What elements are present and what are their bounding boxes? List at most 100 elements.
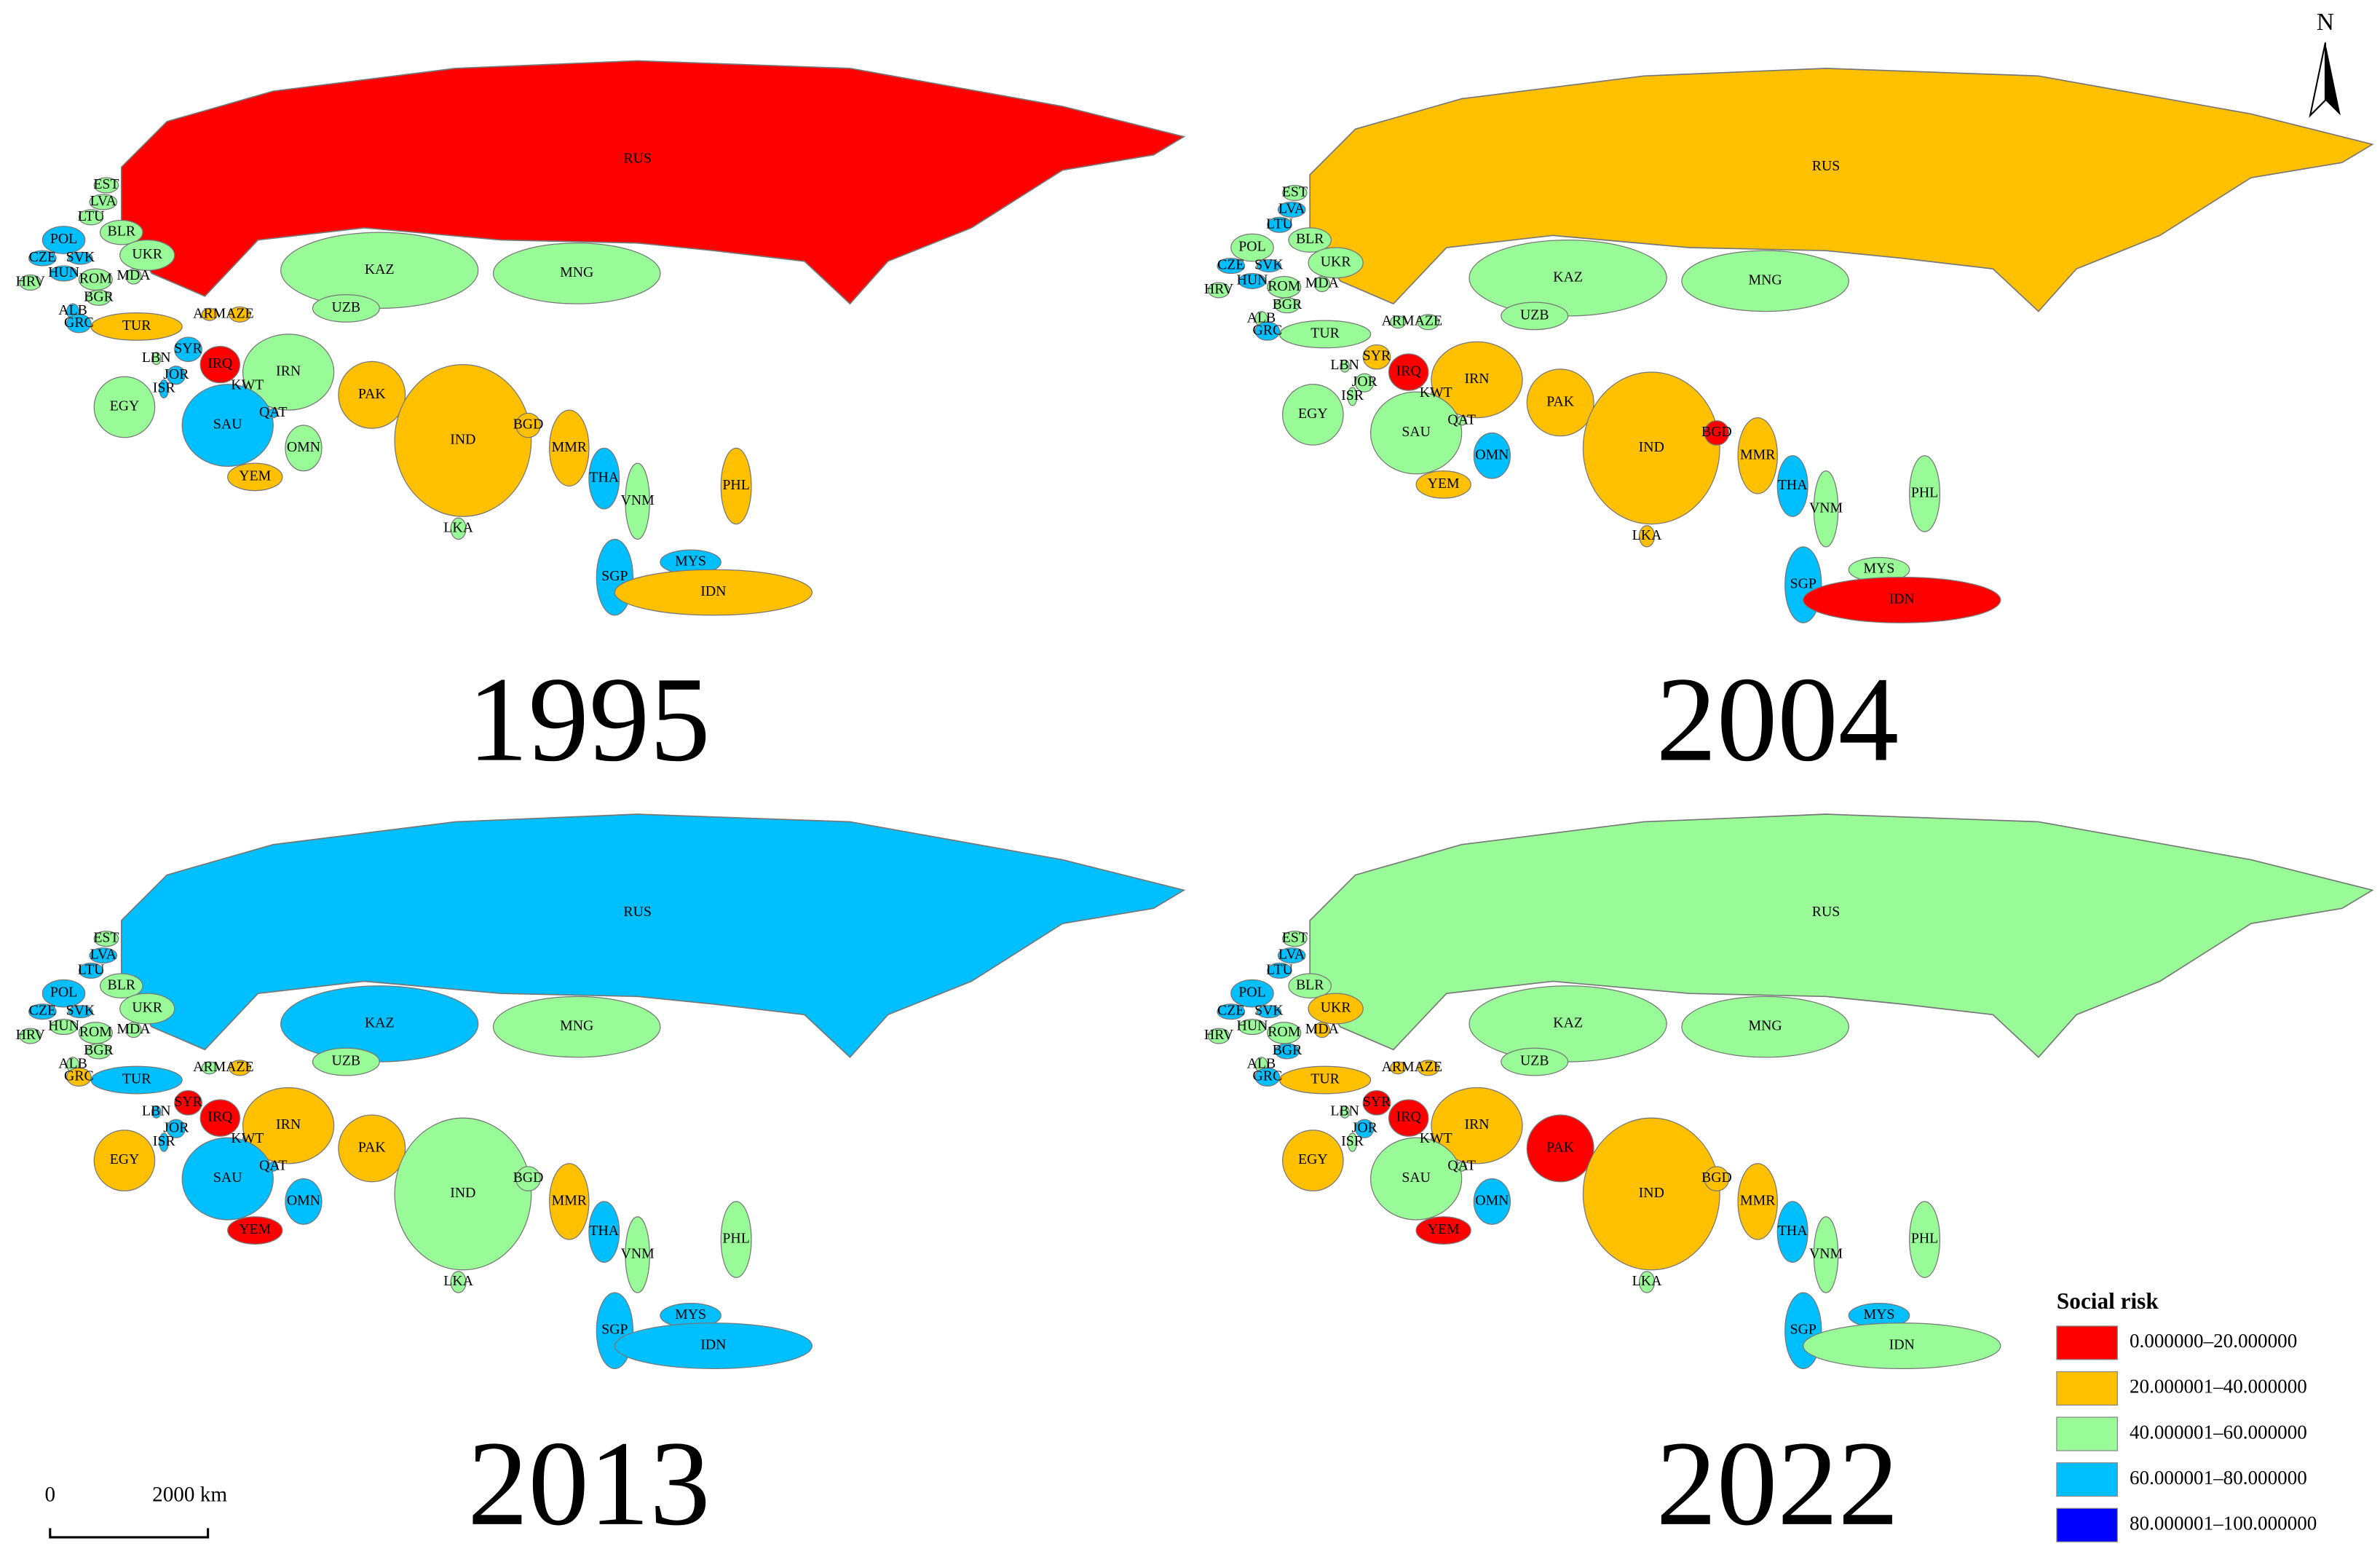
country-label: LBN	[1330, 1103, 1359, 1119]
country	[1278, 1065, 1372, 1095]
country	[159, 379, 170, 399]
country-label: IND	[1639, 439, 1664, 455]
country-label: PAK	[1546, 393, 1574, 409]
country-label: IRN	[276, 363, 301, 379]
country	[1308, 993, 1364, 1025]
country-label: ISR	[1341, 1133, 1364, 1149]
country-label: ALB	[58, 1056, 87, 1072]
country	[1308, 247, 1364, 279]
country	[1362, 344, 1391, 370]
country	[151, 352, 162, 366]
year-label: 2004	[1656, 653, 1899, 787]
country-label: UZB	[332, 1053, 361, 1069]
country-label: MMR	[1740, 1192, 1776, 1208]
country	[166, 1119, 186, 1138]
country	[1473, 432, 1511, 479]
country	[450, 517, 467, 540]
country-label: MYS	[1864, 561, 1895, 577]
legend-swatch	[2056, 1325, 2118, 1360]
legend-swatch	[2056, 1371, 2118, 1406]
country-label: JOR	[1352, 1119, 1378, 1135]
country	[1282, 384, 1344, 446]
country	[312, 294, 380, 323]
country	[1256, 259, 1282, 272]
country-label: RUS	[1812, 158, 1841, 174]
country-label: UZB	[1520, 307, 1549, 323]
country	[1638, 525, 1656, 548]
country-label: IRQ	[1396, 363, 1421, 379]
country	[614, 569, 813, 616]
country-label: MYS	[675, 1306, 706, 1323]
country-label: AZE	[226, 1059, 253, 1075]
country	[1256, 1005, 1282, 1019]
north-arrow-left	[2309, 42, 2326, 118]
country	[50, 1018, 78, 1036]
country	[68, 1005, 93, 1019]
country	[268, 1162, 279, 1172]
country-label: RUS	[1812, 904, 1841, 920]
country-label: OMN	[1475, 446, 1509, 462]
country	[41, 979, 86, 1008]
country-label: IRQ	[207, 355, 232, 371]
country-label: ISR	[153, 380, 176, 396]
north-arrow-right	[2325, 42, 2341, 116]
country	[1681, 996, 1849, 1058]
country-label: JOR	[163, 366, 189, 382]
country	[492, 996, 661, 1058]
country	[90, 312, 183, 341]
legend-title: Social risk	[2057, 1288, 2159, 1314]
country	[78, 962, 104, 979]
country	[1267, 216, 1292, 233]
country-label: UKR	[1321, 253, 1352, 269]
country	[1369, 1137, 1463, 1221]
country-label: ROM	[1268, 1024, 1300, 1040]
country-label: QAT	[259, 1157, 287, 1173]
country-label: MYS	[1864, 1306, 1895, 1323]
country	[1582, 1117, 1720, 1271]
country	[1909, 455, 1941, 532]
country-label: VNM	[1809, 1245, 1843, 1261]
country-label: AZE	[226, 305, 253, 321]
country	[201, 307, 218, 321]
country	[1526, 1114, 1594, 1183]
country-label: ARM	[1382, 313, 1415, 329]
country-label: IND	[450, 1185, 475, 1201]
country	[338, 1114, 406, 1183]
country-label: IRN	[1464, 371, 1489, 387]
country-label: MMR	[552, 439, 588, 455]
country-label: UZB	[332, 299, 361, 315]
country	[1217, 1004, 1246, 1020]
country	[1207, 1028, 1230, 1044]
country	[1282, 931, 1308, 947]
country-label: BLR	[1296, 977, 1324, 993]
country-label: MNG	[560, 264, 593, 280]
country-label: IDN	[700, 1337, 726, 1353]
country	[1813, 470, 1839, 548]
country	[93, 931, 119, 947]
country-label: HRV	[1204, 281, 1234, 297]
country	[19, 274, 41, 291]
country-label: IRN	[276, 1116, 301, 1132]
country-label: LKA	[443, 1273, 473, 1289]
country-label: MDA	[116, 1021, 151, 1037]
country-label: ARM	[193, 305, 226, 321]
legend-swatch	[2056, 1507, 2118, 1542]
country-label: LVA	[90, 947, 117, 963]
scale-bar: 0 2000 km	[45, 1483, 227, 1539]
north-label: N	[2317, 9, 2334, 36]
country	[394, 363, 532, 517]
country-label: OMN	[1475, 1192, 1509, 1208]
legend-label: 40.000001–60.000000	[2130, 1421, 2307, 1443]
legend-swatch	[2056, 1416, 2118, 1451]
country-label: LKA	[1632, 1273, 1662, 1289]
legend-swatch	[2056, 1462, 2118, 1497]
country-label: UKR	[132, 246, 163, 262]
country-label: CZE	[1217, 257, 1244, 273]
country-label: SVK	[66, 1003, 95, 1019]
country-label: TUR	[1310, 325, 1340, 341]
country-label: KWT	[1420, 1130, 1452, 1146]
country-label: HUN	[48, 1018, 79, 1034]
country	[1278, 320, 1372, 349]
country-label: MDA	[1305, 275, 1340, 291]
